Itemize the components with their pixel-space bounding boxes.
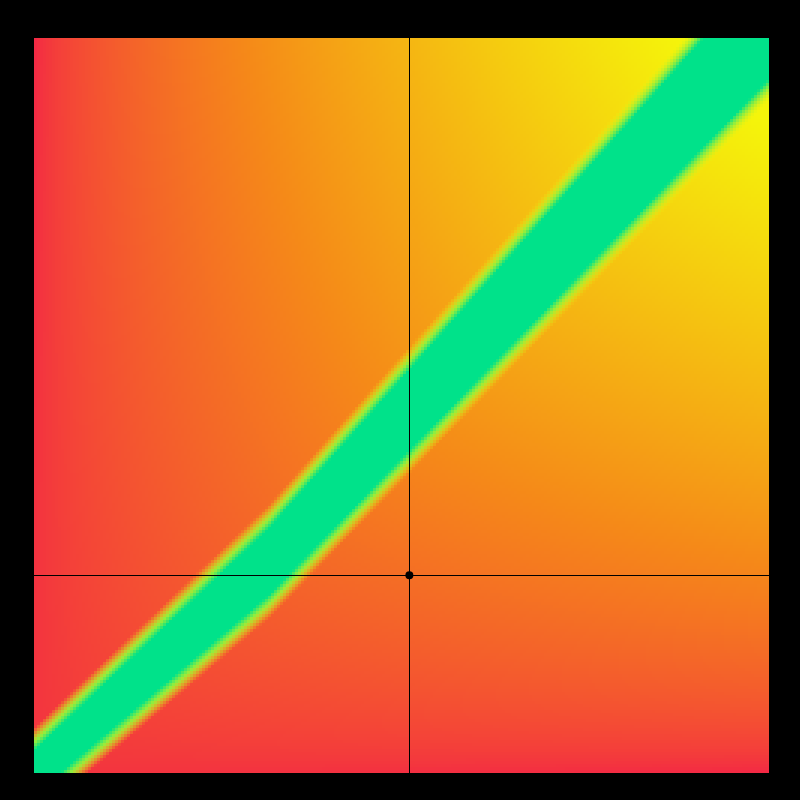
chart-container: TheBottleneck.com <box>0 0 800 800</box>
heatmap-canvas <box>0 0 800 800</box>
